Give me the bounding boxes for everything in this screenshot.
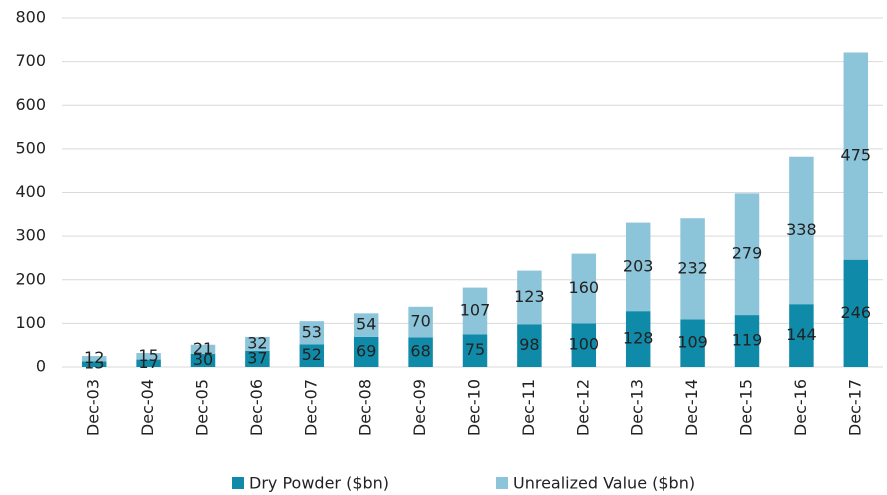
x-tick-label: Dec-06 (247, 379, 266, 436)
bar-segment (571, 323, 597, 367)
y-tick-label: 800 (15, 8, 46, 27)
bar-segment (789, 156, 814, 305)
bar-segment (625, 222, 651, 312)
y-tick-label: 700 (15, 51, 46, 70)
x-tick-label: Dec-17 (845, 379, 864, 436)
x-tick-label: Dec-05 (193, 379, 212, 436)
data-label: 32 (247, 333, 267, 352)
data-label: 54 (356, 315, 376, 334)
data-label: 53 (302, 322, 322, 341)
x-tick-label: Dec-10 (465, 379, 484, 436)
y-tick-label: 200 (15, 269, 46, 288)
bar-segment (734, 315, 760, 367)
bar-segment (299, 344, 325, 367)
bar-segment (517, 324, 542, 367)
data-label: 128 (623, 329, 654, 348)
x-tick-label: Dec-12 (573, 379, 592, 436)
data-label: 12 (84, 348, 104, 367)
y-tick-label: 0 (36, 357, 46, 376)
x-tick-label: Dec-13 (628, 379, 647, 436)
x-tick-label: Dec-07 (301, 379, 320, 436)
y-tick-label: 300 (15, 226, 46, 245)
data-label: 107 (460, 300, 491, 319)
data-label: 69 (356, 341, 376, 360)
y-tick-label: 500 (15, 138, 46, 157)
bar-segment (408, 337, 433, 367)
x-tick-label: Dec-15 (737, 379, 756, 436)
data-label: 279 (732, 244, 763, 263)
bar-segment (81, 361, 107, 367)
bar-segment (625, 311, 651, 367)
bar-segment (789, 304, 814, 367)
bar-segment (353, 313, 379, 337)
data-label: 123 (514, 287, 545, 306)
bar-segment (462, 287, 488, 335)
x-tick-label: Dec-14 (682, 379, 701, 436)
data-label: 68 (410, 342, 430, 361)
y-tick-label: 100 (15, 313, 46, 332)
data-label: 37 (247, 348, 267, 367)
x-tick-label: Dec-11 (519, 379, 538, 436)
bar-segment (517, 270, 542, 325)
data-label: 232 (677, 258, 708, 277)
bar-segment (190, 353, 216, 367)
data-label: 160 (569, 278, 600, 297)
bar-segment (245, 350, 270, 367)
data-label: 109 (677, 333, 708, 352)
data-label: 203 (623, 256, 654, 275)
bar-segment (680, 218, 705, 320)
bar-segment (734, 193, 760, 316)
bar-segment (408, 306, 433, 338)
legend-swatch (496, 477, 508, 489)
x-tick-label: Dec-16 (791, 379, 810, 436)
data-label: 100 (569, 335, 600, 354)
data-label: 144 (786, 325, 817, 344)
y-tick-label: 600 (15, 95, 46, 114)
bar-segment (136, 353, 161, 360)
legend-swatch (232, 477, 244, 489)
data-label: 119 (732, 331, 763, 350)
bar-segment (571, 253, 597, 324)
bar-segment (680, 319, 705, 367)
y-tick-label: 400 (15, 182, 46, 201)
data-label: 75 (465, 340, 485, 359)
bar-segment (190, 344, 216, 354)
bar-segment (136, 359, 161, 367)
legend-label: Unrealized Value ($bn) (513, 474, 695, 493)
bar-segment (245, 336, 270, 351)
data-label: 70 (410, 312, 430, 331)
bar-segment (353, 336, 379, 367)
bar-segment (462, 334, 488, 367)
data-label: 15 (138, 346, 158, 365)
data-label: 246 (841, 303, 872, 322)
bar-segment (843, 259, 869, 367)
data-label: 21 (193, 339, 213, 358)
data-label: 338 (786, 220, 817, 239)
bar-segment (299, 321, 325, 345)
x-tick-label: Dec-09 (410, 379, 429, 436)
bar-segment (81, 356, 107, 362)
data-label: 30 (193, 350, 213, 369)
data-label: 475 (841, 146, 872, 165)
data-label: 98 (519, 335, 539, 354)
data-label: 52 (302, 345, 322, 364)
x-tick-label: Dec-03 (84, 379, 103, 436)
legend-label: Dry Powder ($bn) (249, 474, 389, 493)
x-tick-label: Dec-08 (356, 379, 375, 436)
bar-segment (843, 52, 869, 260)
x-tick-label: Dec-04 (138, 379, 157, 436)
